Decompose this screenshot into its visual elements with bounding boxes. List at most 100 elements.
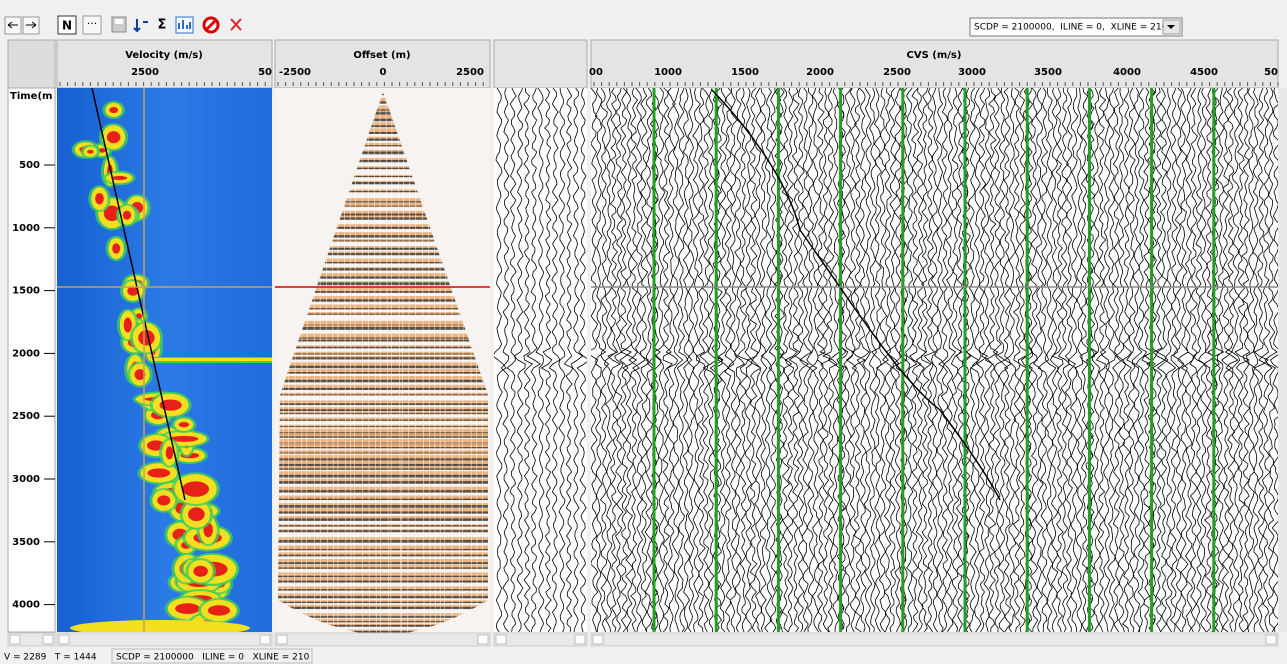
stripe-black bbox=[275, 490, 490, 492]
vertical-scrollbar[interactable] bbox=[1278, 88, 1287, 632]
velocity-header bbox=[57, 40, 272, 88]
stripe-black bbox=[275, 540, 490, 543]
stripe-black bbox=[275, 596, 490, 598]
time-tick-label: 500 bbox=[19, 160, 40, 171]
header-tick-label: 2500 bbox=[131, 67, 159, 78]
status-cursor: V = 2289 T = 1444 bbox=[4, 653, 97, 663]
offset-header bbox=[275, 40, 490, 88]
header-tick-label: 50 bbox=[258, 67, 272, 78]
blob-core bbox=[95, 193, 104, 204]
n-button-label: N bbox=[62, 19, 72, 33]
time-tick-label: 3000 bbox=[12, 474, 40, 485]
cvs-separator bbox=[1150, 88, 1153, 632]
header-tick-label: 3000 bbox=[958, 67, 986, 78]
time-tick-label: 2000 bbox=[12, 348, 40, 359]
blob-core bbox=[157, 495, 170, 505]
cvs-title: CVS (m/s) bbox=[907, 50, 962, 61]
blob-core bbox=[147, 468, 170, 477]
scroll-right[interactable] bbox=[575, 635, 585, 644]
blob-core bbox=[109, 107, 118, 113]
cvs-separator bbox=[1212, 88, 1215, 632]
cvs-header bbox=[591, 40, 1278, 88]
cvs-separator bbox=[964, 88, 967, 632]
corner-header bbox=[8, 40, 55, 88]
time-axis-title: Time(m bbox=[10, 91, 52, 102]
velocity-title: Velocity (m/s) bbox=[125, 50, 203, 61]
stripe-black bbox=[275, 567, 490, 568]
header-tick-label: 2000 bbox=[806, 67, 834, 78]
stripe-black bbox=[275, 530, 490, 532]
header-tick-label: 4000 bbox=[1113, 67, 1141, 78]
stripe-black bbox=[275, 602, 490, 603]
blob-core bbox=[188, 507, 205, 521]
stripe-black bbox=[275, 525, 490, 526]
header-tick-label: -2500 bbox=[279, 67, 311, 78]
header-tick-label: 3500 bbox=[1034, 67, 1062, 78]
event-streak bbox=[150, 358, 272, 361]
cvs-separator bbox=[715, 88, 718, 632]
cvs-separator bbox=[1088, 88, 1091, 632]
stripe-black bbox=[275, 581, 490, 583]
stripe-black bbox=[275, 499, 490, 500]
stripe-black bbox=[275, 518, 490, 521]
cvs-separator bbox=[839, 88, 842, 632]
stripe-black bbox=[275, 481, 490, 484]
stripe-black bbox=[275, 555, 490, 557]
scroll-left[interactable] bbox=[59, 635, 69, 644]
blob-core bbox=[182, 481, 209, 496]
blob-core bbox=[175, 603, 200, 614]
stripe-black bbox=[275, 576, 490, 577]
status-location: SCDP = 2100000 ILINE = 0 XLINE = 210 bbox=[116, 653, 310, 663]
dots-button-label: ··· bbox=[87, 17, 98, 30]
scroll-right[interactable] bbox=[1266, 635, 1276, 644]
scroll-right[interactable] bbox=[43, 635, 53, 644]
header-tick-label: 1000 bbox=[654, 67, 682, 78]
header-tick-label: 4500 bbox=[1190, 67, 1218, 78]
blob-core bbox=[166, 447, 173, 460]
gather-header bbox=[494, 40, 587, 88]
stripe-black bbox=[275, 475, 490, 478]
blob-core bbox=[193, 566, 207, 577]
scroll-right[interactable] bbox=[478, 635, 488, 644]
horizontal-scrollbar[interactable] bbox=[494, 633, 587, 646]
cvs-panel bbox=[591, 88, 1278, 632]
blob-core bbox=[179, 422, 189, 427]
blob-core bbox=[208, 605, 230, 615]
cvs-separator bbox=[901, 88, 904, 632]
scroll-right[interactable] bbox=[260, 635, 270, 644]
scroll-left[interactable] bbox=[496, 635, 506, 644]
app-window: N ··· Σ SCDP = 2100000, ILINE = 0, XLINE… bbox=[0, 0, 1287, 664]
header-tick-label: 2500 bbox=[883, 67, 911, 78]
horizontal-scrollbar[interactable] bbox=[275, 633, 490, 646]
location-combo-text: SCDP = 2100000, ILINE = 0, XLINE = 210 bbox=[974, 23, 1168, 33]
time-tick-label: 3500 bbox=[12, 537, 40, 548]
blob-core bbox=[112, 176, 128, 180]
header-tick-label: 1500 bbox=[731, 67, 759, 78]
scroll-left[interactable] bbox=[593, 635, 603, 644]
horizontal-scrollbar[interactable] bbox=[591, 633, 1278, 646]
stripe-black bbox=[275, 589, 490, 590]
header-tick-label: 2500 bbox=[456, 67, 484, 78]
stripe-black bbox=[275, 505, 490, 508]
blob-core bbox=[123, 211, 131, 220]
time-tick-label: 1000 bbox=[12, 223, 40, 234]
stripe-black bbox=[275, 607, 490, 609]
save-icon bbox=[115, 19, 123, 24]
stripe-black bbox=[275, 511, 490, 513]
blob-core bbox=[87, 150, 94, 154]
blob-core bbox=[107, 131, 120, 143]
stripe-black bbox=[275, 549, 490, 550]
blob-core bbox=[112, 243, 120, 253]
offset-title: Offset (m) bbox=[353, 50, 410, 61]
time-tick-label: 1500 bbox=[12, 286, 40, 297]
scroll-left[interactable] bbox=[277, 635, 287, 644]
cvs-separator bbox=[777, 88, 780, 632]
sum-button-label[interactable]: Σ bbox=[158, 18, 167, 33]
header-tick-label: 0 bbox=[380, 67, 387, 78]
stripe-orange bbox=[275, 450, 490, 454]
scroll-left[interactable] bbox=[10, 635, 20, 644]
horizontal-scrollbar[interactable] bbox=[57, 633, 272, 646]
stripe-black bbox=[275, 468, 490, 469]
cvs-separator bbox=[653, 88, 656, 632]
stripe-black bbox=[275, 447, 490, 448]
